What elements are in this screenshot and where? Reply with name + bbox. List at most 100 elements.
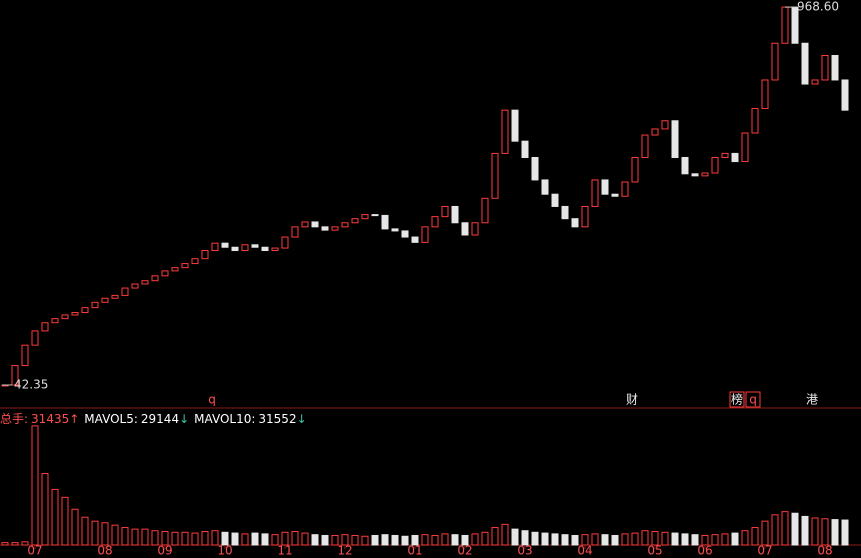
volume-bar xyxy=(621,533,629,546)
volume-bar xyxy=(501,523,509,546)
candle xyxy=(421,226,429,243)
volume-bar xyxy=(291,531,299,546)
volume-bar xyxy=(231,532,239,546)
candle xyxy=(391,228,399,232)
candle xyxy=(831,54,839,81)
candle xyxy=(341,222,349,228)
event-marker: 港 xyxy=(806,393,818,407)
candle xyxy=(81,307,89,314)
volume-bar xyxy=(351,534,359,546)
volume-bar xyxy=(361,535,369,546)
candle xyxy=(821,54,829,81)
candle xyxy=(521,140,529,158)
volume-bar xyxy=(491,527,499,546)
candle xyxy=(471,222,479,236)
volume-bar xyxy=(551,533,559,546)
volume-bar xyxy=(381,534,389,546)
x-tick-label: 08 xyxy=(97,544,112,558)
candle xyxy=(91,301,99,309)
volume-bar xyxy=(541,532,549,546)
volume-bar xyxy=(721,533,729,546)
volume-bar xyxy=(471,533,479,546)
candle xyxy=(61,314,69,320)
candle xyxy=(761,79,769,110)
volume-bar xyxy=(781,511,789,546)
event-marker: q xyxy=(208,393,216,407)
volume-bar xyxy=(171,531,179,546)
volume-bar xyxy=(641,530,649,546)
candle xyxy=(401,230,409,238)
legend-label: MAVOL5: xyxy=(84,412,138,426)
candle xyxy=(101,297,109,303)
candle xyxy=(541,179,549,195)
volume-bar xyxy=(441,533,449,546)
volume-bar xyxy=(741,530,749,546)
candle xyxy=(131,283,139,289)
legend-value: 29144 xyxy=(141,412,179,426)
annotation-label: 42.35 xyxy=(14,378,48,392)
candle xyxy=(31,330,39,346)
candle xyxy=(811,79,819,85)
volume-bar xyxy=(111,524,119,546)
volume-bar xyxy=(421,534,429,546)
volume-bar xyxy=(131,528,139,546)
x-tick-label: 01 xyxy=(407,544,422,558)
volume-bar xyxy=(101,522,109,546)
volume-bar xyxy=(271,534,279,546)
volume-bar xyxy=(761,520,769,546)
volume-bar xyxy=(251,532,259,546)
legend-value: 31435 xyxy=(31,412,69,426)
volume-bar xyxy=(671,532,679,546)
volume-bar xyxy=(11,542,19,546)
volume-bar xyxy=(691,534,699,546)
volume-bar xyxy=(751,527,759,546)
candle xyxy=(571,218,579,228)
candle xyxy=(371,214,379,217)
x-tick-label: 11 xyxy=(277,544,292,558)
candle xyxy=(291,226,299,238)
volume-bar xyxy=(821,518,829,546)
candle xyxy=(211,242,219,252)
volume-bar xyxy=(21,541,29,546)
candle xyxy=(351,218,359,224)
event-marker: 榜 xyxy=(731,392,743,407)
candle xyxy=(661,120,669,130)
candle xyxy=(631,156,639,183)
candle xyxy=(181,263,189,269)
volume-bar xyxy=(261,533,269,546)
volume-bar xyxy=(561,534,569,546)
volume-bar xyxy=(121,527,129,546)
candle xyxy=(71,312,79,316)
volume-bar xyxy=(811,517,819,546)
volume-bar xyxy=(371,534,379,546)
volume-bar xyxy=(731,532,739,546)
volume-bar xyxy=(51,488,59,546)
x-tick-label: 06 xyxy=(697,544,712,558)
legend-label: MAVOL10: xyxy=(194,412,255,426)
candle xyxy=(301,221,309,228)
candle xyxy=(781,6,789,44)
candle xyxy=(431,216,439,228)
volume-bar xyxy=(321,534,329,546)
candle xyxy=(621,181,629,197)
legend-trend: ↓ xyxy=(179,412,189,426)
candle xyxy=(451,205,459,224)
candle xyxy=(721,152,729,158)
volume-bar xyxy=(681,533,689,546)
candle xyxy=(671,120,679,158)
volume-bar xyxy=(241,533,249,546)
volume-bar xyxy=(511,528,519,546)
candle xyxy=(21,344,29,367)
candle xyxy=(271,247,279,252)
candle xyxy=(251,244,259,248)
volume-bar xyxy=(571,534,579,546)
candle xyxy=(231,246,239,252)
x-tick-label: 07 xyxy=(757,544,772,558)
volume-bar xyxy=(301,532,309,546)
volume-bar xyxy=(611,534,619,546)
candle xyxy=(691,173,699,177)
volume-bar xyxy=(451,534,459,546)
volume-bar xyxy=(591,533,599,546)
volume-bar xyxy=(141,528,149,546)
